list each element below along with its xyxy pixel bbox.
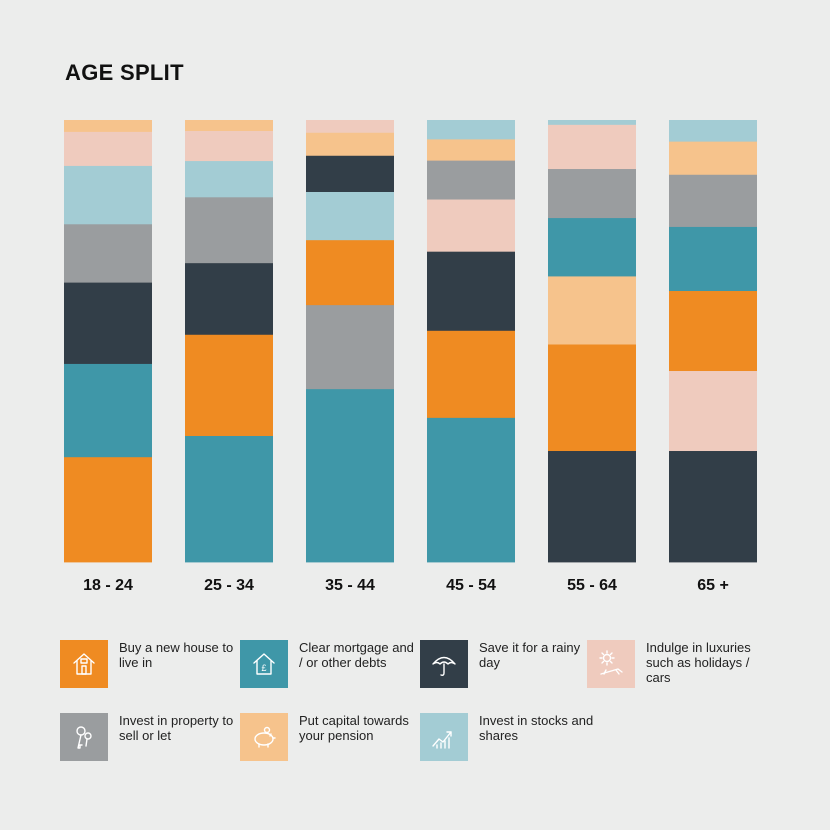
bar-segment-invest-property <box>427 160 515 200</box>
legend-label: Save it for a rainy day <box>479 640 581 670</box>
bar-segment-pension <box>64 120 152 132</box>
legend-item-stocks: Invest in stocks and shares <box>420 713 600 763</box>
x-tick-label: 18 - 24 <box>83 577 133 594</box>
x-tick-label: 45 - 54 <box>446 577 496 594</box>
bar-segment-invest-property <box>64 223 152 283</box>
bar-segment-indulge <box>427 199 515 252</box>
legend-label: Invest in property to sell or let <box>119 713 234 743</box>
bar-segment-pension <box>306 132 394 156</box>
legend-item-pension: Put capital towards your pension <box>240 713 420 763</box>
legend-label: Put capital towards your pension <box>299 713 409 743</box>
legend-item-save: Save it for a rainy day <box>420 640 600 690</box>
bar-segment-buy-house <box>669 290 757 372</box>
bar-segment-save <box>669 450 757 563</box>
bar-segment-stocks <box>548 120 636 125</box>
bar-segment-buy-house <box>185 334 273 436</box>
bar-segment-invest-property <box>306 304 394 390</box>
svg-text:£: £ <box>261 663 266 673</box>
bar-segment-indulge <box>669 370 757 452</box>
house-icon <box>60 640 108 688</box>
bar-segment-buy-house <box>548 344 636 452</box>
legend-label: Invest in stocks and shares <box>479 713 594 743</box>
bar-segment-clear-mortgage <box>64 363 152 458</box>
bar-segment-stocks <box>427 120 515 140</box>
bar-segment-buy-house <box>427 330 515 418</box>
bar-segment-stocks <box>64 165 152 225</box>
bar-segment-clear-mortgage <box>185 435 273 563</box>
bar-segment-buy-house <box>64 456 152 563</box>
bar-segment-save <box>64 282 152 364</box>
x-tick-label: 25 - 34 <box>204 577 254 594</box>
legend-label: Clear mortgage and / or other debts <box>299 640 414 670</box>
bar-segment-indulge <box>185 130 273 162</box>
bar-segment-pension <box>427 139 515 161</box>
legend-item-indulge: Indulge in luxuries such as holidays / c… <box>587 640 767 690</box>
bar-segment-save <box>427 251 515 331</box>
legend-item-invest-property: Invest in property to sell or let <box>60 713 240 763</box>
x-tick-label: 55 - 64 <box>567 577 617 594</box>
keys-icon <box>60 713 108 761</box>
bar-segment-save <box>306 155 394 192</box>
bar-segment-invest-property <box>548 168 636 219</box>
legend-label: Indulge in luxuries such as holidays / c… <box>646 640 751 685</box>
bar-segment-indulge <box>548 124 636 170</box>
legend-item-buy-house: Buy a new house to live in <box>60 640 240 690</box>
legend-label: Buy a new house to live in <box>119 640 234 670</box>
umbrella-icon <box>420 640 468 688</box>
bar-segment-invest-property <box>669 174 757 227</box>
bar-segment-save <box>185 262 273 335</box>
rising-chart-icon <box>420 713 468 761</box>
legend-item-clear-mortgage: £ Clear mortgage and / or other debts <box>240 640 420 690</box>
bar-segment-indulge <box>306 120 394 133</box>
bar-segment-clear-mortgage <box>427 417 515 563</box>
bar-segment-clear-mortgage <box>306 388 394 563</box>
bar-segment-invest-property <box>185 196 273 264</box>
x-tick-label: 65 + <box>697 577 729 594</box>
bar-segment-clear-mortgage <box>669 226 757 292</box>
bar-segment-stocks <box>306 191 394 241</box>
chart-title: AGE SPLIT <box>65 60 184 85</box>
bar-segment-indulge <box>64 131 152 166</box>
bar-segment-buy-house <box>306 239 394 306</box>
bar-segment-stocks <box>185 160 273 198</box>
house-pound-icon: £ <box>240 640 288 688</box>
bar-segment-pension <box>669 141 757 175</box>
bar-segment-pension <box>185 120 273 132</box>
bar-segment-clear-mortgage <box>548 217 636 277</box>
x-tick-label: 35 - 44 <box>325 577 375 594</box>
sun-lounger-icon <box>587 640 635 688</box>
bar-segment-pension <box>548 276 636 345</box>
piggy-bank-icon <box>240 713 288 761</box>
bar-segment-save <box>548 450 636 563</box>
bar-segment-stocks <box>669 120 757 142</box>
